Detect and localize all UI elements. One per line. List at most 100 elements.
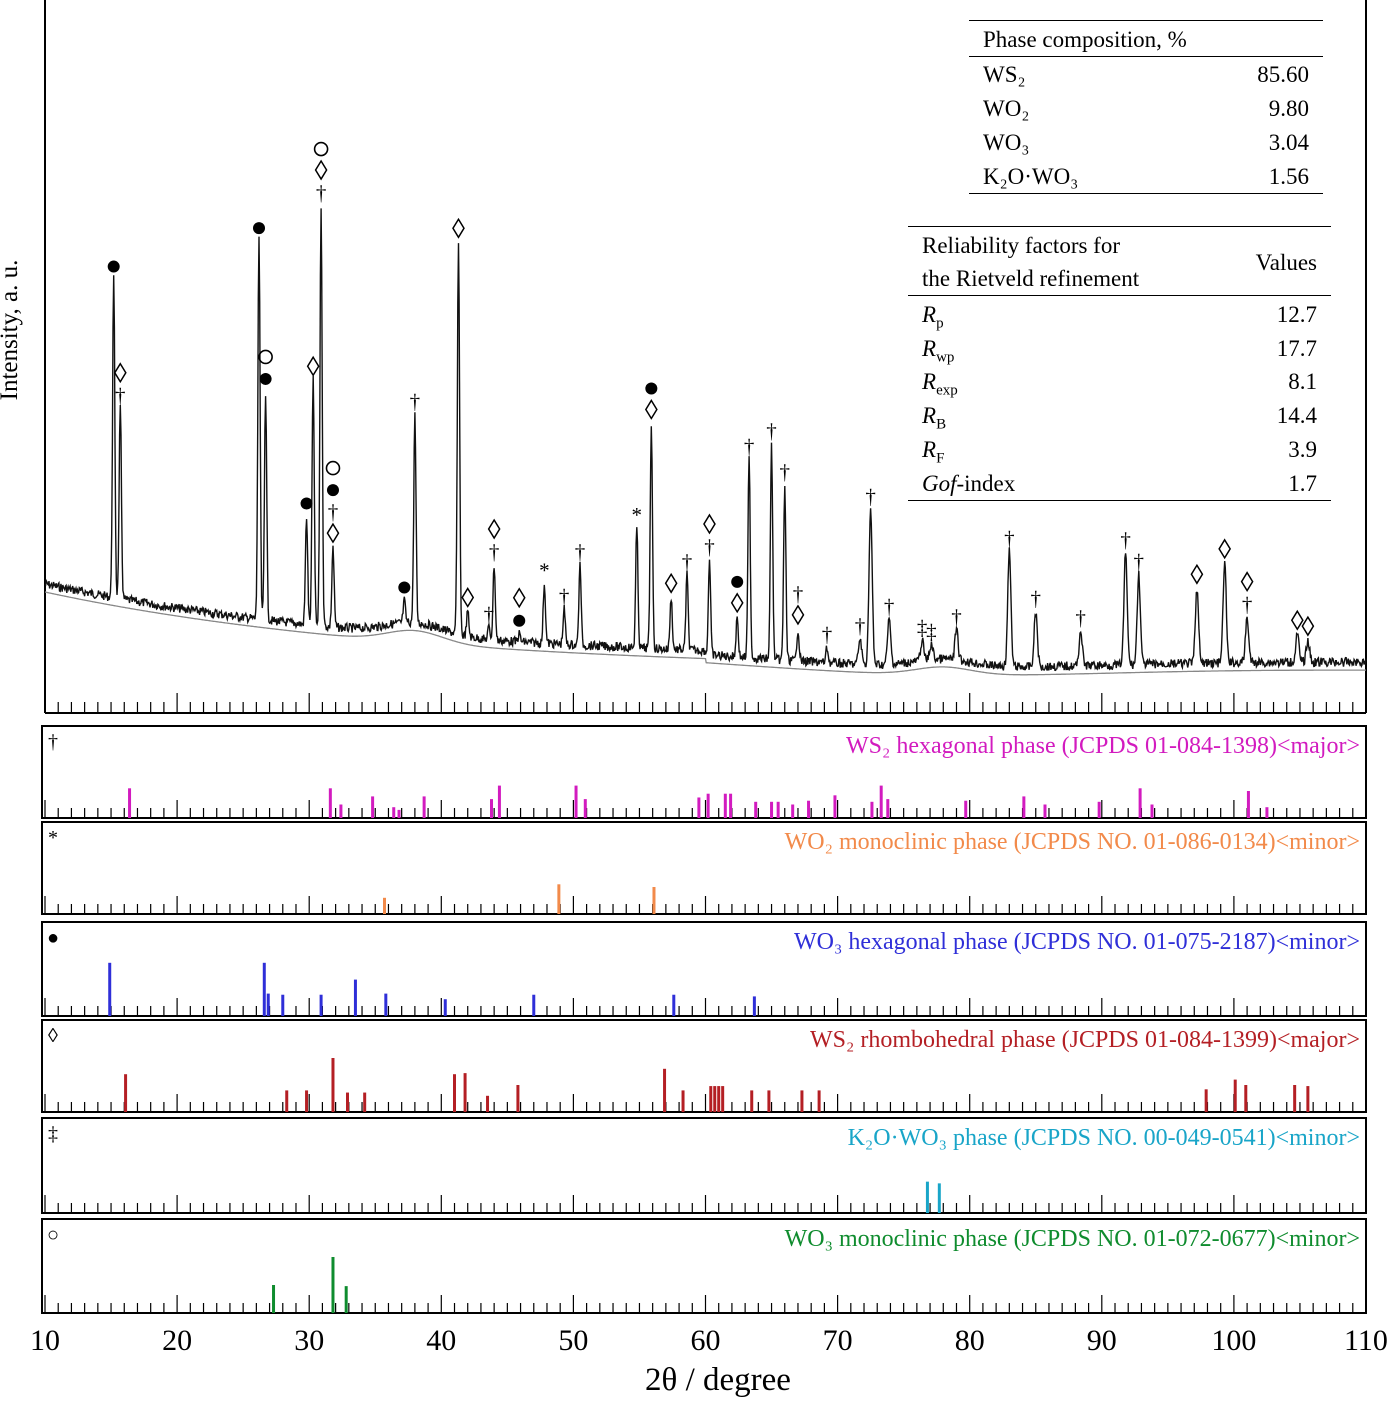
reliability-header-values: Values (1255, 250, 1317, 275)
reliability-value: 8.1 (1288, 369, 1317, 395)
reliability-row: Rp 12.7 (908, 298, 1331, 332)
dagger-marker: † (1031, 587, 1042, 611)
diamond-marker (703, 513, 716, 535)
dagger-marker: † (822, 623, 833, 647)
asterisk-marker: * (539, 558, 550, 582)
diamond-marker (1301, 615, 1315, 637)
phase-table-header: Phase composition, % (983, 27, 1187, 52)
phase-value: 1.56 (1268, 164, 1309, 189)
reference-panel-frame (41, 1218, 1367, 1314)
reference-panel: ◊ WS₂ rhombohedral phase (JCPDS 01-084-13… (41, 1019, 1367, 1113)
diamond-marker (1190, 563, 1204, 585)
reference-panel-symbol: ◊ (48, 1025, 58, 1047)
diamond-marker (512, 587, 526, 609)
y-axis-label: Intensity, a. u. (0, 259, 23, 401)
reference-panel-frame (41, 921, 1367, 1017)
dagger-marker: † (575, 540, 586, 564)
x-axis-label: 2θ / degree (645, 1362, 791, 1398)
dagger-marker: † (316, 181, 327, 205)
diamond-marker (664, 572, 678, 594)
reliability-header-line2: the Rietveld refinement (922, 266, 1140, 291)
dagger-marker: † (682, 550, 693, 574)
diamond-marker (1218, 538, 1232, 560)
reliability-factor: Rexp (922, 369, 958, 399)
dagger-marker: † (115, 384, 126, 408)
reference-panel-label: WO₂ monoclinic phase (JCPDS NO. 01-086-0… (785, 829, 1360, 855)
dagger-marker: † (1242, 593, 1253, 617)
reference-panel-symbol: † (48, 731, 58, 753)
filled-circle-marker (326, 484, 339, 497)
x-tick-label: 100 (1211, 1324, 1256, 1357)
x-tick-label: 30 (294, 1324, 324, 1357)
phase-name: WS₂ (983, 62, 1026, 87)
diamond-marker (461, 587, 475, 608)
dagger-marker: † (744, 435, 755, 459)
reliability-factor: Gof-index (922, 470, 1016, 496)
x-tick-label: 60 (691, 1324, 721, 1357)
reliability-row: RF 3.9 (908, 433, 1331, 467)
reliability-value: 1.7 (1288, 470, 1317, 496)
filled-circle-marker (645, 382, 658, 395)
reference-panel: ‡ K₂O·WO₃ phase (JCPDS NO. 00-049-0541)<m… (41, 1117, 1367, 1214)
dagger-marker: † (884, 594, 895, 618)
x-tick-label: 70 (823, 1324, 853, 1357)
phase-value: 85.60 (1257, 62, 1309, 87)
dagger-marker: † (704, 535, 715, 559)
dagger-marker: † (1134, 549, 1145, 573)
double-dagger-marker: ‡ (917, 616, 928, 640)
diamond-marker (314, 159, 328, 181)
reference-panel: * WO₂ monoclinic phase (JCPDS NO. 01-086-… (41, 821, 1367, 915)
phase-value: 3.04 (1268, 130, 1309, 155)
x-tick-label: 40 (426, 1324, 456, 1357)
x-tick-label: 90 (1087, 1324, 1117, 1357)
double-dagger-marker: ‡ (926, 619, 937, 643)
reference-panel: ● WO₃ hexagonal phase (JCPDS NO. 01-075-2… (41, 921, 1367, 1017)
reference-panel: † WS₂ hexagonal phase (JCPDS 01-084-1398)… (41, 725, 1367, 819)
reliability-factor: RF (922, 436, 945, 467)
x-tick-label: 110 (1344, 1324, 1388, 1357)
phase-name: WO₂ (983, 96, 1030, 121)
dagger-marker: † (559, 584, 570, 608)
dagger-marker: † (410, 390, 421, 414)
diamond-marker (791, 604, 805, 626)
diamond-marker (306, 355, 320, 377)
filled-circle-marker (731, 575, 744, 588)
reference-panel-label: K₂O·WO₃ phase (JCPDS NO. 00-049-0541)<mi… (848, 1125, 1360, 1151)
diamond-marker (730, 592, 744, 614)
open-circle-marker (313, 141, 329, 157)
diamond-marker (326, 522, 340, 544)
phase-row: WO₂ 9.80 (969, 92, 1323, 126)
diamond-marker (487, 518, 501, 540)
phase-composition-table: Phase composition, % WS₂ 85.60 WO₂ 9.80 … (969, 20, 1323, 195)
reference-panel-label: WO₃ monoclinic phase (JCPDS NO. 01-072-0… (785, 1226, 1360, 1252)
dagger-marker: † (766, 419, 777, 443)
diamond-marker (644, 399, 658, 420)
phase-name: WO₃ (983, 130, 1030, 155)
reliability-value: 14.4 (1276, 403, 1317, 429)
diamond-marker (1290, 609, 1304, 631)
reference-panel-frame (41, 725, 1367, 819)
filled-circle-marker (259, 372, 272, 385)
diamond-marker (113, 362, 127, 384)
reliability-header-line1: Reliability factors for (922, 233, 1120, 258)
dagger-marker: † (484, 603, 495, 627)
reference-panel-label: WS₂ rhombohedral phase (JCPDS 01-084-139… (810, 1027, 1360, 1053)
dagger-marker: † (855, 614, 866, 638)
reliability-value: 3.9 (1288, 436, 1317, 462)
reference-panel-symbol: ○ (47, 1224, 59, 1246)
reference-panel: ○ WO₃ monoclinic phase (JCPDS NO. 01-072-… (41, 1218, 1367, 1314)
filled-circle-marker (513, 614, 526, 627)
dagger-marker: † (780, 460, 791, 484)
dagger-marker: † (1120, 528, 1131, 552)
reliability-row: Rwp 17.7 (908, 332, 1331, 366)
phase-row: K₂O·WO₃ 1.56 (969, 160, 1323, 194)
filled-circle-marker (253, 222, 266, 235)
filled-circle-marker (398, 581, 411, 594)
dagger-marker: † (1075, 606, 1086, 630)
phase-row: WS₂ 85.60 (969, 58, 1323, 92)
diamond-marker (1240, 571, 1254, 593)
reliability-row: RB 14.4 (908, 399, 1331, 433)
dagger-marker: † (328, 500, 339, 524)
reliability-value: 12.7 (1276, 302, 1317, 327)
x-tick-label: 80 (955, 1324, 985, 1357)
